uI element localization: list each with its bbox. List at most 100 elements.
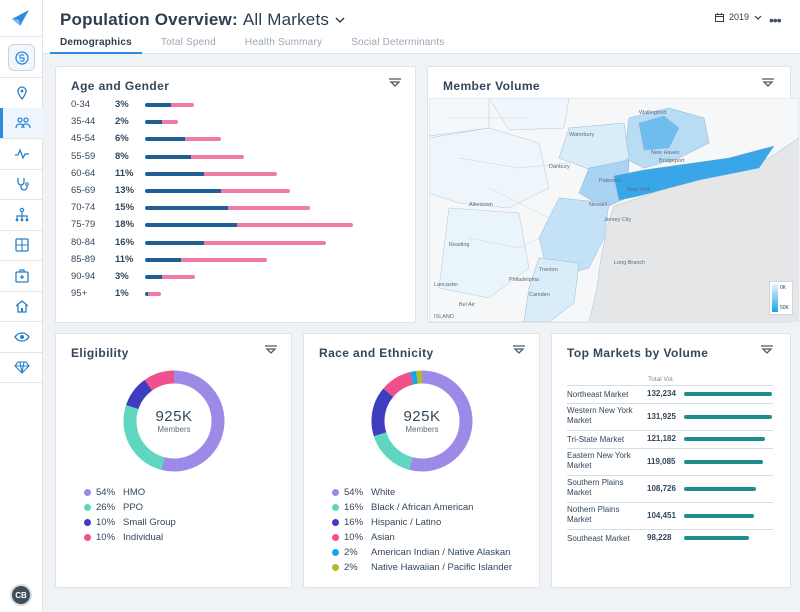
female-bar	[204, 171, 277, 176]
map-label: Reading	[449, 242, 470, 248]
market-row[interactable]: Western New York Market 131,925	[567, 403, 773, 428]
market-name: Western New York Market	[567, 406, 633, 425]
home-icon[interactable]	[0, 291, 43, 321]
chevron-down-icon[interactable]	[335, 16, 345, 24]
age-label: 55-59	[71, 150, 96, 162]
market-value: 121,182	[647, 434, 676, 443]
male-bar	[145, 257, 182, 262]
legend-item[interactable]: 10% Asian	[332, 532, 395, 543]
donut-center: 925K Members	[134, 408, 214, 434]
legend-item[interactable]: 2% Native Hawaiian / Pacific Islander	[332, 562, 512, 573]
filter-dropdown-icon[interactable]	[388, 77, 402, 89]
legend-item[interactable]: 2% American Indian / Native Alaskan	[332, 547, 510, 558]
market-name: Eastern New York Market	[567, 451, 631, 470]
age-row[interactable]: 45-54 6%	[71, 133, 411, 145]
age-row[interactable]: 35-44 2%	[71, 116, 411, 128]
puzzle-icon[interactable]	[0, 230, 43, 260]
tab-total-spend[interactable]: Total Spend	[160, 37, 216, 48]
legend-max: 50K	[780, 305, 789, 311]
legend-item[interactable]: 54% HMO	[84, 487, 145, 498]
market-selector[interactable]: All Markets	[242, 10, 330, 29]
age-label: 90-94	[71, 271, 96, 282]
market-switch-icon[interactable]	[8, 44, 35, 71]
market-row[interactable]: Southeast Market 98,228	[567, 529, 773, 545]
eye-icon[interactable]	[0, 322, 43, 352]
app-logo-icon[interactable]	[9, 6, 33, 30]
diamond-icon[interactable]	[0, 352, 43, 382]
legend-item[interactable]: 26% PPO	[84, 502, 143, 513]
hierarchy-icon[interactable]	[0, 200, 43, 230]
age-label: 70-74	[71, 202, 96, 214]
legend-item[interactable]: 54% White	[332, 487, 395, 498]
age-percent: 3%	[115, 99, 129, 110]
population-icon[interactable]	[0, 108, 43, 138]
age-label: 65-69	[71, 185, 96, 196]
total-members-value: 925K	[403, 408, 441, 425]
sidebar: CB	[0, 0, 43, 612]
market-row[interactable]: Nothern Plains Market 104,451	[567, 502, 773, 527]
market-row[interactable]: Tri-State Market 121,182	[567, 430, 773, 446]
donut-slice[interactable]	[123, 370, 225, 472]
filter-dropdown-icon[interactable]	[512, 344, 526, 356]
filter-dropdown-icon[interactable]	[264, 344, 278, 356]
market-row[interactable]: Southern Plains Market 108,726	[567, 475, 773, 500]
card-title: Eligibility	[71, 346, 129, 360]
legend-percent: 16%	[344, 517, 364, 528]
female-bar	[204, 240, 327, 245]
age-row[interactable]: 0-34 3%	[71, 99, 411, 111]
tab-health-summary[interactable]: Health Summary	[244, 37, 323, 48]
age-row[interactable]: 75-79 18%	[71, 219, 411, 231]
legend-item[interactable]: 10% Small Group	[84, 517, 176, 528]
tab-social-determinants[interactable]: Social Determinants	[351, 37, 445, 48]
legend-percent: 10%	[96, 517, 116, 528]
map-legend: 0K 50K	[769, 281, 793, 315]
legend-item[interactable]: 16% Black / African American	[332, 502, 473, 513]
market-name: Northeast Market	[567, 390, 629, 399]
market-value: 98,228	[647, 533, 672, 542]
age-percent: 16%	[115, 236, 135, 248]
female-bar	[184, 137, 221, 142]
user-avatar[interactable]: CB	[10, 584, 32, 606]
legend-percent: 54%	[96, 487, 116, 498]
legend-label: Native Hawaiian / Pacific Islander	[371, 562, 512, 573]
donut-slice[interactable]	[371, 370, 473, 472]
age-label: 45-54	[71, 133, 96, 145]
age-label: 60-64	[71, 167, 96, 179]
age-row[interactable]: 60-64 11%	[71, 168, 411, 180]
market-row[interactable]: Eastern New York Market 119,085	[567, 448, 773, 473]
filter-dropdown-icon[interactable]	[761, 77, 775, 89]
male-bar	[145, 292, 149, 297]
map-label: Long Branch	[614, 260, 646, 266]
age-row[interactable]: 95+ 1%	[71, 288, 411, 300]
legend-dot	[84, 534, 91, 541]
market-bar	[684, 536, 750, 540]
donut-slice[interactable]	[123, 370, 225, 472]
legend-item[interactable]: 16% Hispanic / Latino	[332, 517, 441, 528]
male-bar	[145, 206, 228, 211]
age-row[interactable]: 70-74 15%	[71, 202, 411, 214]
legend-dot	[332, 549, 339, 556]
vitals-icon[interactable]	[0, 139, 43, 169]
age-row[interactable]: 65-69 13%	[71, 185, 411, 197]
age-row[interactable]: 80-84 16%	[71, 237, 411, 249]
market-row[interactable]: Northeast Market 132,234	[567, 385, 773, 401]
year-selector[interactable]: 2019	[715, 12, 762, 22]
age-row[interactable]: 90-94 3%	[71, 271, 411, 283]
age-row[interactable]: 55-59 8%	[71, 151, 411, 163]
filter-dropdown-icon[interactable]	[760, 344, 774, 356]
map-label: Camden	[529, 292, 550, 298]
member-volume-map[interactable]: 0K 50K Wallingford Waterbury New Haven Danb…	[429, 98, 799, 322]
legend-item[interactable]: 10% Individual	[84, 532, 163, 543]
legend-dot	[332, 564, 339, 571]
market-bar	[684, 459, 764, 464]
more-options-icon[interactable]: •••	[769, 12, 782, 28]
tab-demographics[interactable]: Demographics	[50, 37, 142, 54]
eligibility-card: Eligibility 925K Members 54% HMO 26% PPO 10%…	[55, 333, 292, 588]
donut-slice[interactable]	[371, 370, 473, 472]
stethoscope-icon[interactable]	[0, 169, 43, 199]
age-row[interactable]: 85-89 11%	[71, 254, 411, 266]
hospital-icon[interactable]	[0, 261, 43, 291]
age-percent: 13%	[115, 185, 135, 196]
age-gender-card: Age and Gender 0-34 3% 35-44 2% 45-54 6% 55-59…	[55, 66, 416, 323]
location-icon[interactable]	[0, 78, 43, 108]
